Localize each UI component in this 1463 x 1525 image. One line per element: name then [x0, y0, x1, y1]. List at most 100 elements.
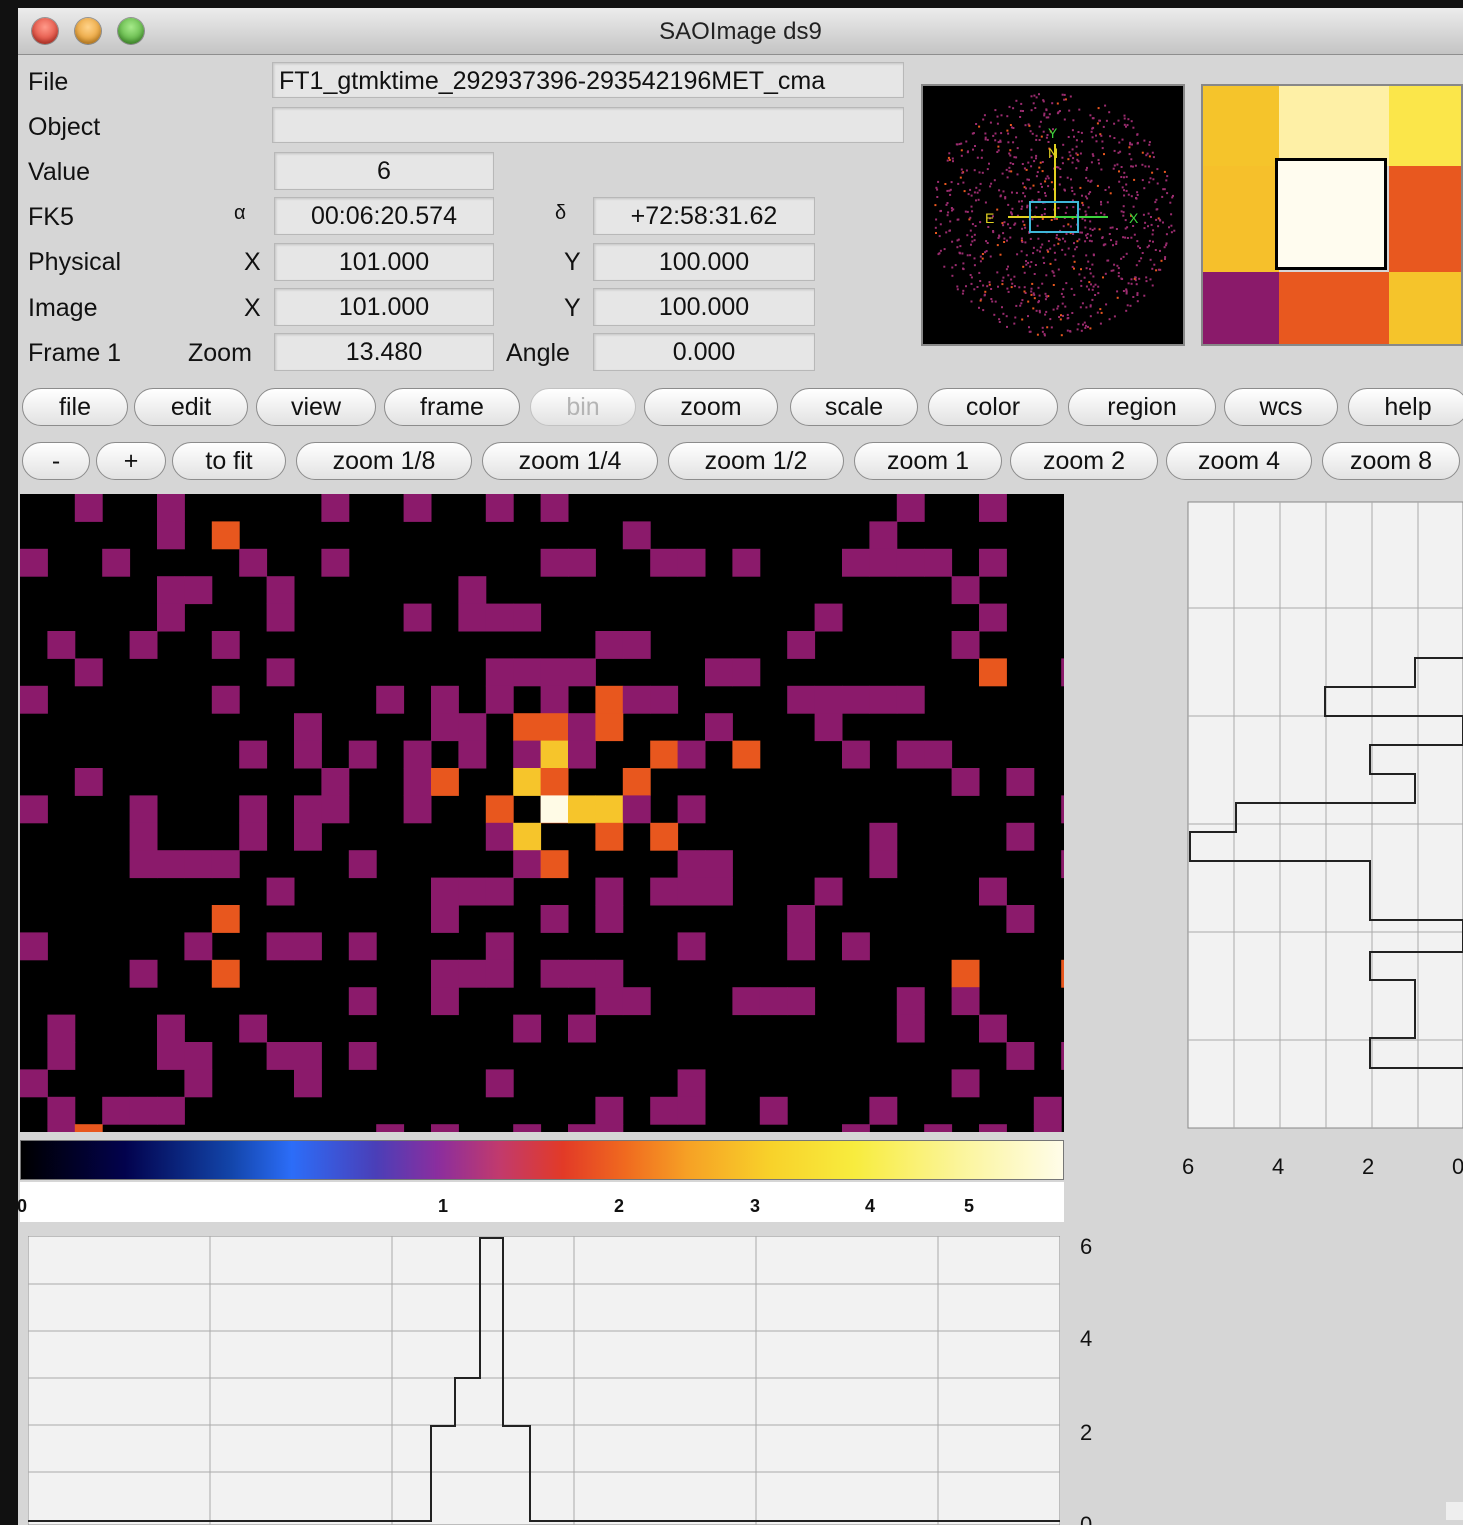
panner-event-dot [1170, 213, 1173, 216]
image-canvas[interactable] [20, 494, 1064, 1132]
image-pixel [540, 713, 569, 742]
resize-grip[interactable] [1446, 1502, 1463, 1520]
image-pixel [20, 1069, 48, 1098]
panner-event-dot [976, 286, 979, 288]
zoom-button-[interactable]: + [96, 442, 166, 480]
panner-event-dot [1123, 114, 1126, 117]
image-pixel [650, 822, 679, 851]
panner-event-dot [1104, 104, 1107, 107]
zoom-button-zoom-1[interactable]: zoom 1 [854, 442, 1002, 480]
zoom-button-zoom-1-8[interactable]: zoom 1/8 [296, 442, 472, 480]
menu-button-file[interactable]: file [22, 388, 128, 426]
panner-event-dot [954, 264, 957, 267]
panner[interactable]: Y N E X [921, 84, 1185, 346]
image-label: Image [28, 294, 98, 322]
panner-view[interactable]: Y N E X [923, 86, 1183, 344]
menu-button-view[interactable]: view [256, 388, 376, 426]
panner-event-dot [1091, 298, 1094, 301]
zoom-window-button[interactable] [118, 18, 144, 44]
zoom-button-to-fit[interactable]: to fit [172, 442, 286, 480]
image-pixel [47, 631, 76, 659]
panner-event-dot [960, 149, 963, 152]
image-pixel [184, 576, 213, 605]
panner-event-dot [1012, 141, 1015, 144]
minimize-window-button[interactable] [75, 18, 101, 44]
panner-event-dot [1081, 302, 1084, 305]
panner-event-dot [1019, 304, 1022, 307]
panner-event-dot [1084, 210, 1087, 213]
menu-button-edit[interactable]: edit [134, 388, 248, 426]
panner-event-dot [1137, 245, 1140, 248]
panner-event-dot [1056, 112, 1059, 115]
panner-event-dot [1116, 296, 1119, 299]
panner-event-dot [1027, 315, 1029, 318]
image-pixel [979, 1124, 1007, 1132]
panner-event-dot [996, 122, 999, 125]
panner-event-dot [1019, 116, 1022, 118]
panner-event-dot [1006, 129, 1009, 132]
image-pixel [540, 905, 569, 933]
zoom-button-zoom-1-2[interactable]: zoom 1/2 [668, 442, 844, 480]
panner-event-dot [1049, 318, 1052, 321]
image-pixel [294, 795, 322, 824]
image-pixel [513, 658, 542, 687]
panner-event-dot [960, 168, 963, 171]
panner-event-dot [1130, 278, 1133, 281]
delta-field: +72:58:31.62 [593, 197, 815, 235]
panner-event-dot [1067, 158, 1070, 161]
panner-event-dot [1104, 243, 1107, 246]
panner-event-dot [1001, 283, 1004, 286]
panner-event-dot [1035, 206, 1038, 209]
panner-event-dot [1052, 128, 1054, 131]
menu-button-scale[interactable]: scale [790, 388, 918, 426]
delta-label: δ [555, 202, 567, 224]
close-window-button[interactable] [32, 18, 58, 44]
menu-button-wcs[interactable]: wcs [1224, 388, 1338, 426]
panner-event-dot [1150, 223, 1153, 226]
panner-event-dot [1007, 290, 1010, 293]
panner-event-dot [1093, 227, 1096, 230]
panner-event-dot [1130, 165, 1133, 168]
image-pixel [924, 740, 953, 769]
panner-event-dot [966, 151, 969, 154]
panner-event-dot [1143, 187, 1146, 190]
panner-event-dot [1009, 162, 1012, 165]
image-pixel [595, 1124, 624, 1132]
panner-event-dot [973, 288, 976, 291]
image-pixel [513, 1124, 542, 1132]
panner-event-dot [1073, 193, 1076, 196]
panner-event-dot [1047, 250, 1050, 253]
menu-button-frame[interactable]: frame [384, 388, 520, 426]
panner-event-dot [972, 148, 974, 151]
panner-event-dot [1068, 109, 1071, 112]
menu-button-color[interactable]: color [928, 388, 1058, 426]
menu-button-zoom[interactable]: zoom [644, 388, 778, 426]
zoom-button-zoom-2[interactable]: zoom 2 [1010, 442, 1158, 480]
panner-event-dot [1109, 135, 1112, 138]
colorbar[interactable] [20, 1140, 1064, 1180]
menu-button-bin[interactable]: bin [530, 388, 636, 426]
panner-event-dot [1044, 192, 1046, 195]
image-display[interactable] [20, 494, 1064, 1132]
zoom-button-[interactable]: - [22, 442, 90, 480]
zoom-button-zoom-1-4[interactable]: zoom 1/4 [482, 442, 658, 480]
panner-event-dot [1089, 272, 1092, 275]
panner-event-dot [1071, 148, 1074, 151]
panner-event-dot [980, 156, 983, 159]
panner-event-dot [1067, 317, 1070, 319]
panner-event-dot [1038, 166, 1041, 169]
panner-event-dot [1025, 187, 1027, 190]
image-pixel [787, 631, 816, 659]
panner-event-dot [1156, 182, 1159, 185]
menu-button-region[interactable]: region [1068, 388, 1216, 426]
panner-event-dot [989, 255, 992, 258]
image-pixel [595, 1096, 624, 1125]
panner-event-dot [960, 154, 963, 157]
zoom-button-zoom-4[interactable]: zoom 4 [1166, 442, 1312, 480]
zoom-button-zoom-8[interactable]: zoom 8 [1322, 442, 1460, 480]
panner-event-dot [1029, 130, 1032, 133]
panner-event-dot [970, 243, 972, 246]
panner-event-dot [1062, 288, 1065, 291]
panner-event-dot [1086, 233, 1089, 235]
menu-button-help[interactable]: help [1348, 388, 1463, 426]
